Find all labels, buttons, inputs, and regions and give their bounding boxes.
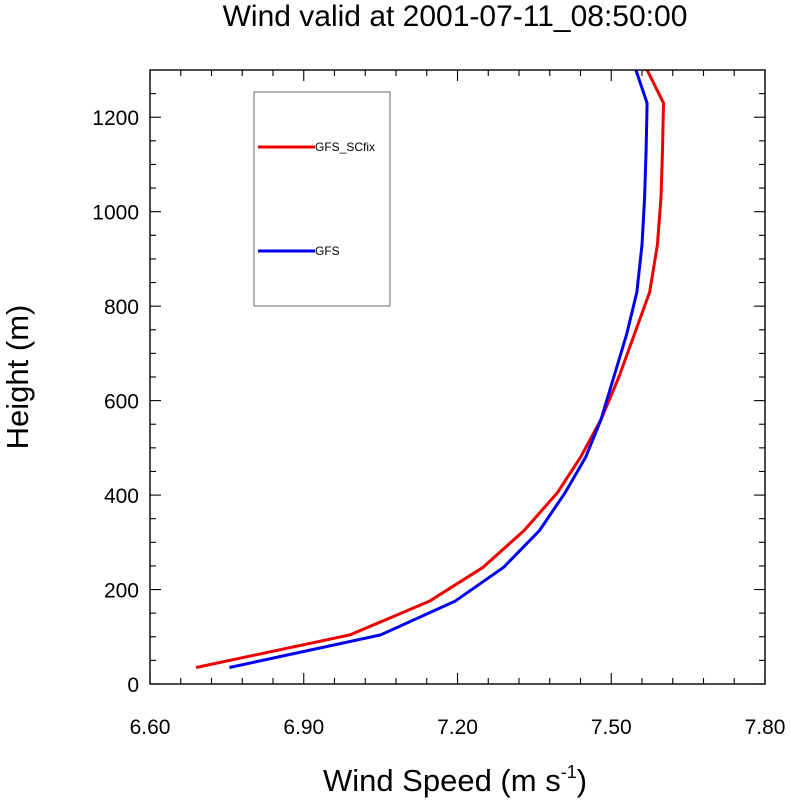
y-tick-label: 400: [104, 485, 139, 508]
series-layer: [195, 69, 665, 669]
chart-title: Wind valid at 2001-07-11_08:50:00: [223, 0, 688, 33]
y-tick-label: 1000: [92, 202, 139, 225]
y-tick-label: 0: [127, 674, 139, 697]
legend-box: [253, 91, 391, 307]
x-axis-label: Wind Speed (m s-1): [323, 762, 587, 798]
x-axis-label-main: Wind Speed (m s: [323, 763, 561, 798]
x-tick-label: 7.20: [437, 716, 478, 739]
series-line-gfs-scfix: [195, 69, 665, 669]
y-tick-label: 200: [104, 580, 139, 603]
x-axis-label-superscript: -1: [561, 762, 577, 782]
x-tick-label: 7.50: [591, 716, 632, 739]
plot-frame: [149, 69, 766, 685]
x-tick-label: 6.90: [283, 716, 324, 739]
y-tick-label: 1200: [92, 107, 139, 130]
y-tick-label: 600: [104, 391, 139, 414]
legend-label-gfs: GFS: [315, 244, 340, 258]
x-axis-label-close: ): [577, 763, 587, 798]
x-tick-label: 7.80: [745, 716, 786, 739]
x-tick-label: 6.60: [130, 716, 171, 739]
tick-layer: 6.60 6.90 7.20 7.50 7.80 0 200 400 600 800 1000 120…: [92, 70, 785, 739]
y-tick-label: 800: [104, 296, 139, 319]
legend: GFS_SCfix GFS: [253, 91, 391, 307]
legend-label-gfs-scfix: GFS_SCfix: [315, 140, 375, 154]
y-axis-label: Height (m): [0, 305, 35, 450]
series-line-gfs: [229, 69, 649, 669]
